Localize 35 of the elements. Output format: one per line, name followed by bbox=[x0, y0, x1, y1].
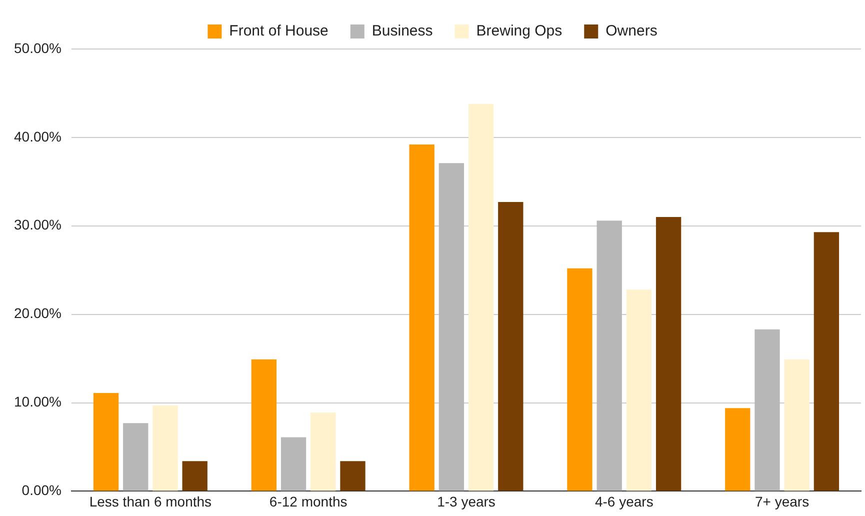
bar bbox=[567, 268, 592, 491]
bar bbox=[725, 408, 750, 491]
bar bbox=[626, 290, 652, 491]
bar bbox=[596, 220, 622, 491]
legend-label: Brewing Ops bbox=[476, 22, 562, 40]
bar bbox=[656, 217, 682, 491]
bar bbox=[310, 412, 336, 491]
bar bbox=[409, 144, 434, 491]
bar bbox=[468, 104, 494, 491]
x-tick-label: 4-6 years bbox=[594, 493, 654, 510]
bar bbox=[280, 437, 306, 491]
bar bbox=[438, 163, 464, 491]
bar bbox=[93, 393, 119, 491]
bar bbox=[152, 405, 178, 491]
bar bbox=[498, 202, 524, 491]
y-tick-label: 50.00% bbox=[14, 40, 62, 56]
x-tick-label: 1-3 years bbox=[437, 493, 496, 510]
legend-label: Business bbox=[372, 22, 433, 40]
legend-label: Owners bbox=[606, 22, 658, 40]
legend-label: Front of House bbox=[229, 22, 328, 40]
y-tick-label: 20.00% bbox=[14, 305, 62, 322]
bar bbox=[340, 461, 366, 491]
bar bbox=[182, 461, 208, 491]
x-tick-label: 7+ years bbox=[755, 493, 810, 510]
y-tick-label: 30.00% bbox=[14, 216, 62, 233]
x-tick-label: Less than 6 months bbox=[89, 493, 212, 510]
y-tick-label: 10.00% bbox=[14, 394, 62, 410]
bar bbox=[251, 359, 277, 491]
bar bbox=[123, 423, 148, 491]
bar bbox=[784, 359, 810, 491]
bar bbox=[754, 329, 780, 491]
x-tick-label: 6-12 months bbox=[269, 493, 348, 510]
y-tick-label: 40.00% bbox=[14, 128, 62, 144]
bar bbox=[814, 232, 840, 491]
y-tick-label: 0.00% bbox=[22, 482, 62, 498]
